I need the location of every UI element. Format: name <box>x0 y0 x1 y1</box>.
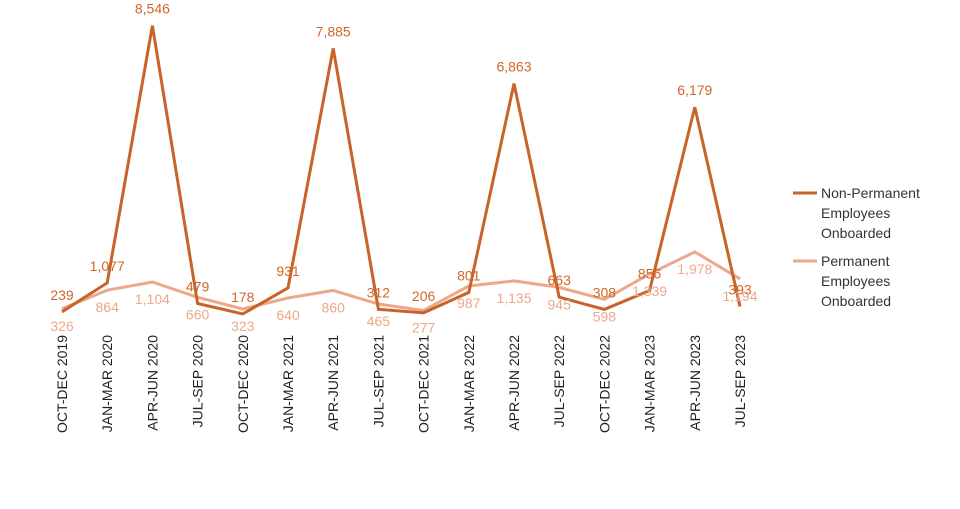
x-tick-label: JUL-SEP 2020 <box>190 335 206 428</box>
x-tick-label: APR-JUN 2020 <box>144 335 160 431</box>
x-tick-label: OCT-DEC 2019 <box>54 335 70 433</box>
data-label: 1,077 <box>90 258 125 274</box>
data-label: 393 <box>728 282 752 298</box>
x-tick-label: JUL-SEP 2023 <box>732 335 748 428</box>
x-tick-label: JAN-MAR 2023 <box>642 335 658 432</box>
data-label: 663 <box>548 272 572 288</box>
x-tick-label: OCT-DEC 2022 <box>596 335 612 433</box>
data-label: 277 <box>412 320 436 336</box>
data-label: 323 <box>231 318 255 334</box>
data-label: 1,978 <box>677 261 712 277</box>
x-tick-label: APR-JUN 2021 <box>325 335 341 431</box>
data-label: 326 <box>50 318 74 334</box>
x-tick-label: OCT-DEC 2020 <box>235 335 251 433</box>
data-label: 931 <box>276 263 300 279</box>
data-label: 660 <box>186 306 210 322</box>
legend: Non-Permanent Employees Onboarded Permanent… <box>793 185 920 309</box>
data-label: 465 <box>367 313 391 329</box>
data-label: 6,179 <box>677 82 712 98</box>
data-label: 479 <box>186 279 210 295</box>
x-axis-ticks: OCT-DEC 2019 JAN-MAR 2020 APR-JUN 2020 JUL-… <box>54 335 748 433</box>
data-label: 1,194 <box>722 288 757 304</box>
data-label: 860 <box>322 299 346 315</box>
legend-entry: Permanent Employees Onboarded <box>821 253 891 309</box>
x-tick-label: JUL-SEP 2022 <box>551 335 567 428</box>
series-line-non-permanent <box>61 25 742 316</box>
data-label: 239 <box>50 287 74 303</box>
x-tick-label: JUL-SEP 2021 <box>370 335 386 428</box>
data-labels: 239 1,077 8,546 479 178 931 7,885 312 206 801 6,86… <box>50 1 757 336</box>
data-label: 640 <box>276 307 300 323</box>
data-label: 6,863 <box>496 59 531 75</box>
data-label: 856 <box>638 266 662 282</box>
data-label: 206 <box>412 288 436 304</box>
data-label: 1,135 <box>496 290 531 306</box>
x-tick-label: OCT-DEC 2021 <box>416 335 432 433</box>
data-label: 312 <box>367 284 391 300</box>
data-label: 987 <box>457 295 481 311</box>
data-label: 1,339 <box>632 283 667 299</box>
series-line-permanent <box>61 250 741 313</box>
x-tick-label: JAN-MAR 2021 <box>280 335 296 432</box>
data-label: 801 <box>457 267 481 283</box>
x-tick-label: JAN-MAR 2022 <box>461 335 477 432</box>
x-tick-label: APR-JUN 2023 <box>687 335 703 431</box>
data-label: 7,885 <box>316 23 351 39</box>
data-label: 1,104 <box>135 291 170 307</box>
x-tick-label: JAN-MAR 2020 <box>99 335 115 432</box>
data-label: 598 <box>593 308 617 324</box>
legend-entry: Non-Permanent Employees Onboarded <box>821 185 920 241</box>
data-label: 178 <box>231 289 255 305</box>
x-tick-label: APR-JUN 2022 <box>506 335 522 431</box>
series-layer <box>61 25 742 316</box>
data-label: 945 <box>548 296 572 312</box>
data-label: 864 <box>96 299 120 315</box>
data-label: 308 <box>593 284 617 300</box>
data-label: 8,546 <box>135 1 170 17</box>
